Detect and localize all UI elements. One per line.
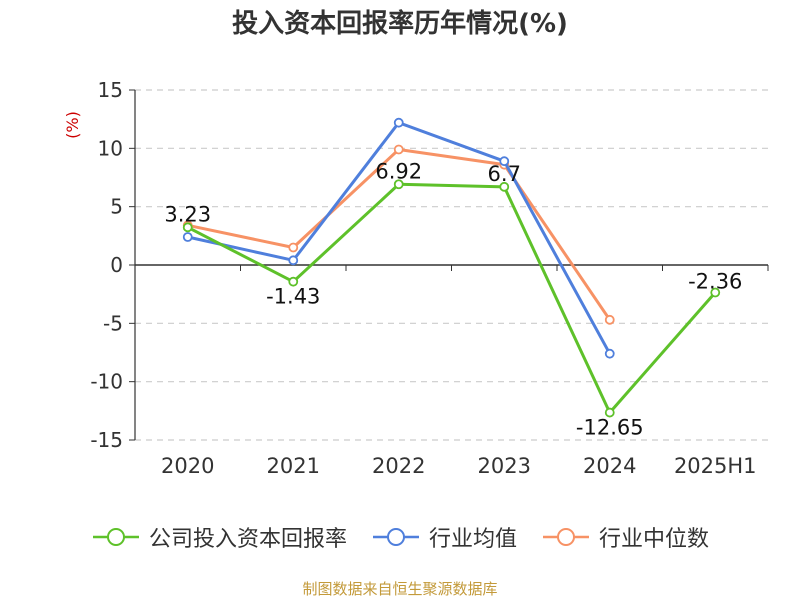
data-label: -12.65 [576, 416, 644, 440]
y-tick-label: -5 [103, 311, 123, 335]
data-point [182, 232, 193, 242]
data-point [182, 222, 193, 233]
legend-item[interactable]: 行业中位数 [541, 521, 709, 553]
legend-swatch [372, 528, 419, 546]
data-label: 6.7 [488, 162, 521, 186]
y-tick-label: 15 [98, 78, 123, 102]
y-tick-label: -10 [90, 370, 123, 394]
y-tick-label: 0 [110, 253, 123, 277]
x-tick-label: 2023 [478, 454, 531, 478]
y-tick-label: -15 [90, 428, 123, 452]
series-lines [182, 117, 721, 418]
source-note: 制图数据来自恒生聚源数据库 [302, 580, 498, 598]
legend-label: 公司投入资本回报率 [148, 527, 347, 552]
chart-title: 投入资本回报率历年情况(%) [232, 9, 568, 39]
y-tick-label: 10 [98, 136, 123, 160]
data-point [393, 144, 404, 155]
legend-label: 行业中位数 [599, 527, 710, 552]
data-label: -2.36 [688, 270, 742, 294]
data-point [288, 276, 299, 287]
data-point [604, 407, 615, 418]
series-line-0 [187, 182, 717, 415]
data-point [499, 181, 510, 192]
y-axis-label: (%) [63, 111, 82, 139]
data-point [393, 117, 404, 128]
legend-item[interactable]: 公司投入资本回报率 [91, 521, 347, 553]
data-point [288, 242, 299, 253]
data-label: -1.43 [266, 285, 320, 309]
legend-swatch [543, 528, 589, 546]
x-tick-label: 2022 [372, 454, 425, 478]
x-tick-label: 2024 [583, 454, 636, 478]
data-label: 3.23 [164, 202, 211, 226]
data-point [710, 287, 721, 298]
legend-item[interactable]: 行业均值 [371, 521, 517, 553]
data-point [288, 255, 299, 266]
x-tick-label: 2025H1 [674, 454, 757, 478]
data-point [393, 179, 404, 190]
x-tick-label: 2021 [267, 454, 320, 478]
legend-swatch [92, 528, 139, 546]
data-point [499, 156, 510, 167]
y-tick-label: 5 [110, 195, 123, 219]
data-point [604, 348, 615, 359]
legend[interactable]: 公司投入资本回报率 行业均值 行业中位数 [0, 520, 800, 554]
legend-label: 行业均值 [428, 527, 517, 552]
data-point [604, 314, 615, 325]
axes: 15 10 5 0 -5 -10 -15 2020 2021 2022 2023 2024 2025H1… [63, 78, 769, 478]
data-labels: 3.23 -1.43 6.92 6.7 -12.65 -2.36 [164, 159, 742, 439]
x-tick-label: 2020 [161, 454, 214, 478]
data-label: 6.92 [375, 159, 422, 183]
